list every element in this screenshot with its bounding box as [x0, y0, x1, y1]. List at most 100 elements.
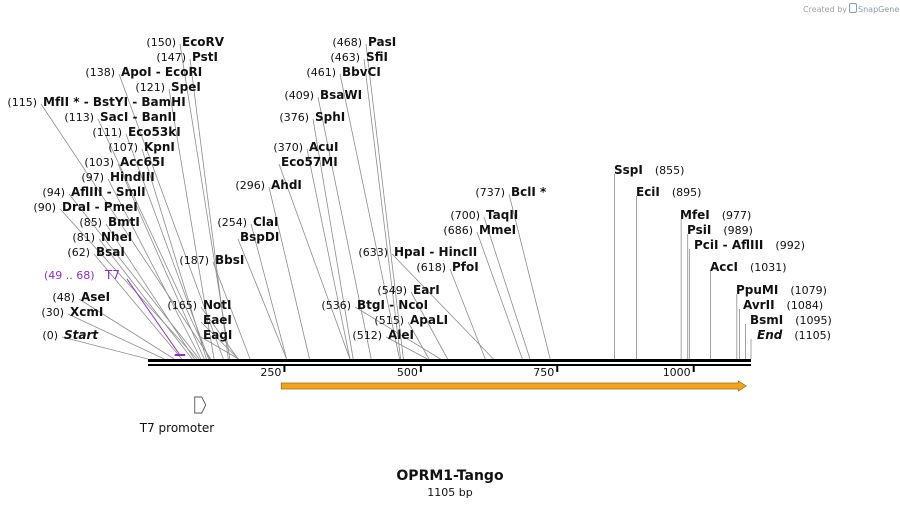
- site-label-pcii-afliii[interactable]: PciI - AflIII (992): [694, 238, 805, 252]
- site-name-start[interactable]: Start: [64, 328, 99, 342]
- site-label-sspi[interactable]: SspI (855): [614, 163, 684, 177]
- site-label-mfii-bstyi-bamhi[interactable]: (115): [7, 96, 37, 109]
- site-label-nhei[interactable]: (81): [72, 231, 95, 244]
- site-name-alei[interactable]: AleI: [388, 328, 414, 342]
- site-name-eari[interactable]: EarI: [413, 283, 440, 297]
- ruler-ticks: 250 500 750 1000: [260, 366, 695, 379]
- site-name-kpni[interactable]: KpnI: [144, 140, 175, 154]
- site-name-bsawi[interactable]: BsaWI: [320, 88, 362, 102]
- site-name-psti[interactable]: PstI: [192, 50, 218, 64]
- site-line-pasi: [365, 43, 404, 360]
- site-label-eaei[interactable]: EaeI: [203, 313, 232, 327]
- site-label-ecii[interactable]: EciI (895): [636, 185, 701, 199]
- site-label-alei[interactable]: (512): [352, 329, 382, 342]
- site-name-taqii[interactable]: TaqII: [486, 208, 518, 222]
- site-name-eco53ki[interactable]: Eco53kI: [128, 125, 181, 139]
- site-label-psti[interactable]: (147): [156, 51, 186, 64]
- site-label-acc65i[interactable]: (103): [84, 156, 114, 169]
- site-name-bcli[interactable]: BclI *: [511, 185, 547, 199]
- site-label-avrii[interactable]: AvrII (1084): [743, 298, 823, 312]
- site-label-eagi[interactable]: EagI: [203, 328, 232, 342]
- site-name-clai[interactable]: ClaI: [253, 215, 278, 229]
- site-name-bbsi[interactable]: BbsI: [215, 253, 244, 267]
- site-name-pfoi[interactable]: PfoI: [452, 260, 479, 274]
- site-label-mmei[interactable]: (686): [443, 224, 473, 237]
- site-label-ahdi[interactable]: (296): [235, 179, 265, 192]
- site-label-bbvci[interactable]: (461): [306, 66, 336, 79]
- site-label-btgi-ncoi[interactable]: (536): [321, 299, 351, 312]
- site-label-kpni[interactable]: (107): [108, 141, 138, 154]
- site-name-acc65i[interactable]: Acc65I: [120, 155, 165, 169]
- site-name-acui[interactable]: AcuI: [309, 140, 338, 154]
- site-label-bsmi[interactable]: BsmI (1095): [750, 313, 832, 327]
- site-label-apoi-ecori[interactable]: (138): [85, 66, 115, 79]
- site-label-t7[interactable]: (49 .. 68) T7: [44, 268, 120, 282]
- t7-promoter-arrow[interactable]: [194, 396, 207, 414]
- site-name-afliii-smli[interactable]: AflIII - SmlI: [71, 185, 146, 199]
- site-line-ecorv: [179, 43, 231, 360]
- site-label-hindiii[interactable]: (97): [81, 171, 104, 184]
- site-label-pfoi[interactable]: (618): [416, 261, 446, 274]
- site-label-eco57mi[interactable]: Eco57MI: [281, 155, 338, 169]
- site-label-spei[interactable]: (121): [135, 81, 165, 94]
- site-name-apali[interactable]: ApaLI: [410, 313, 448, 327]
- site-name-drai-pmei[interactable]: DraI - PmeI: [62, 200, 138, 214]
- site-label-bsawi[interactable]: (409): [284, 89, 314, 102]
- site-name-apoi-ecori[interactable]: ApoI - EcoRI: [121, 65, 202, 79]
- site-name-bbvci[interactable]: BbvCI: [342, 65, 381, 79]
- site-label-eco53ki[interactable]: (111): [92, 126, 122, 139]
- site-name-spei[interactable]: SpeI: [171, 80, 201, 94]
- site-label-afliii-smli[interactable]: (94): [42, 186, 65, 199]
- site-line-bbsi: [212, 261, 251, 360]
- site-label-xcmi[interactable]: (30): [41, 306, 64, 319]
- site-name-sfii[interactable]: SfiI: [366, 50, 388, 64]
- site-name-noti[interactable]: NotI: [203, 298, 232, 312]
- orf-feature-arrow[interactable]: [280, 380, 747, 392]
- site-name-xcmi[interactable]: XcmI: [70, 305, 103, 319]
- site-label-end[interactable]: End (1105): [757, 328, 831, 342]
- site-name-ecorv[interactable]: EcoRV: [182, 35, 225, 49]
- site-label-bmti[interactable]: (85): [79, 216, 102, 229]
- site-label-pasi[interactable]: (468): [332, 36, 362, 49]
- t7-site-bar: [174, 354, 186, 356]
- site-name-mfii-bstyi-bamhi[interactable]: MfII * - BstYI - BamHI: [43, 95, 186, 109]
- site-line-xcmi: [67, 313, 165, 360]
- site-label-eari[interactable]: (549): [377, 284, 407, 297]
- site-name-hpai-hincii[interactable]: HpaI - HincII: [394, 245, 477, 259]
- site-label-ecorv[interactable]: (150): [146, 36, 176, 49]
- site-name-btgi-ncoi[interactable]: BtgI - NcoI: [357, 298, 428, 312]
- site-name-ahdi[interactable]: AhdI: [271, 178, 302, 192]
- site-label-mfei[interactable]: MfeI (977): [680, 208, 751, 222]
- site-name-sphi[interactable]: SphI: [315, 110, 345, 124]
- site-label-bsai[interactable]: (62): [67, 246, 90, 259]
- site-label-ppumi[interactable]: PpuMI (1079): [736, 283, 827, 297]
- site-name-bmti[interactable]: BmtI: [108, 215, 140, 229]
- site-line-nhei: [98, 238, 193, 360]
- site-label-sphi[interactable]: (376): [279, 111, 309, 124]
- site-label-sfii[interactable]: (463): [330, 51, 360, 64]
- site-label-bbsi[interactable]: (187): [179, 254, 209, 267]
- site-label-noti[interactable]: (165): [167, 299, 197, 312]
- site-name-mmei[interactable]: MmeI: [479, 223, 516, 237]
- site-name-nhei[interactable]: NheI: [101, 230, 132, 244]
- site-label-acui[interactable]: (370): [273, 141, 303, 154]
- site-name-pasi[interactable]: PasI: [368, 35, 396, 49]
- site-label-drai-pmei[interactable]: (90): [33, 201, 56, 214]
- site-name-asei[interactable]: AseI: [81, 290, 110, 304]
- site-name-hindiii[interactable]: HindIII: [110, 170, 155, 184]
- site-name-saci-banii[interactable]: SacI - BanII: [100, 110, 176, 124]
- site-label-taqii[interactable]: (700): [450, 209, 480, 222]
- site-label-acci[interactable]: AccI (1031): [710, 260, 787, 274]
- site-labels: (0) Start(30) XcmI(48) AseI (62) BsaI(81) NheI…: [7, 35, 831, 342]
- site-label-hpai-hincii[interactable]: (633): [358, 246, 388, 259]
- site-label-bspdi[interactable]: BspDI: [240, 230, 279, 244]
- site-label-apali[interactable]: (515): [374, 314, 404, 327]
- site-label-asei[interactable]: (48): [52, 291, 75, 304]
- site-label-start[interactable]: (0): [42, 329, 58, 342]
- site-label-bcli[interactable]: (737): [475, 186, 505, 199]
- site-label-clai[interactable]: (254): [217, 216, 247, 229]
- site-name-bsai[interactable]: BsaI: [96, 245, 125, 259]
- site-label-saci-banii[interactable]: (113): [64, 111, 94, 124]
- site-label-psii[interactable]: PsiI (989): [687, 223, 753, 237]
- site-line-acc65i: [117, 163, 205, 360]
